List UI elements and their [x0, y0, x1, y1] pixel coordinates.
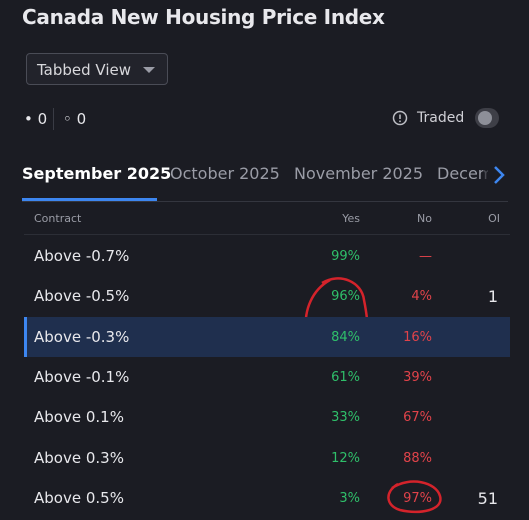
counter: ◦ 0 [63, 110, 87, 128]
traded-label: Traded [417, 110, 465, 126]
yes-price: 3% [339, 490, 360, 506]
contract-name: Above -0.5% [34, 287, 130, 306]
dropdown-caret [143, 67, 155, 73]
month-tab[interactable]: September 2025 [22, 164, 172, 183]
yes-price: 61% [331, 369, 360, 385]
no-price: 67% [403, 410, 432, 426]
divider [53, 108, 54, 130]
open-interest: 1 [487, 287, 498, 307]
no-price: 97% [403, 490, 432, 506]
column-header: No [417, 212, 432, 225]
view-dropdown[interactable]: Tabbed View [26, 53, 168, 85]
column-header: OI [488, 212, 500, 225]
contract-name: Above 0.3% [34, 448, 124, 467]
yes-price: 96% [331, 289, 360, 305]
no-price: 88% [403, 450, 432, 466]
table-row[interactable]: Above -0.3% 84% 16% [24, 316, 510, 357]
contract-name: Above 0.5% [34, 488, 124, 507]
header-divider [24, 234, 510, 235]
arrow-icon [494, 166, 505, 184]
no-price: 16% [403, 329, 432, 345]
table-row[interactable]: Above -0.5% 96% 4% 1 [24, 276, 510, 316]
no-price: — [419, 249, 432, 264]
contract-name: Above -0.3% [34, 327, 130, 346]
tab-divider [22, 201, 508, 202]
table-row[interactable]: Above -0.7% 99% — [24, 236, 510, 276]
no-price: 39% [403, 369, 432, 385]
contract-name: Above -0.7% [34, 247, 130, 265]
traded-toggle[interactable] [475, 108, 499, 128]
month-tab[interactable]: December 2025 [437, 164, 488, 183]
tab-bar: September 2025 October 2025 November 2025 D… [0, 160, 488, 204]
page-title: Canada New Housing Price Index [22, 5, 385, 29]
dropdown-label: Tabbed View [37, 61, 132, 79]
yes-price: 33% [331, 410, 360, 426]
yes-price: 84% [331, 329, 360, 345]
no-price: 4% [411, 289, 432, 305]
column-header: Contract [34, 212, 82, 225]
counter-value: 0 [76, 110, 87, 128]
contract-name: Above 0.1% [34, 408, 124, 427]
table-row[interactable]: Above 0.5% 3% 97% 51 [24, 478, 510, 518]
contract-name: Above -0.1% [34, 367, 130, 386]
table-row[interactable]: Above -0.1% 61% 39% [24, 357, 510, 397]
yes-price: 99% [331, 249, 360, 264]
active-tab-underline [22, 198, 157, 201]
counter: • 0 [24, 110, 48, 128]
yes-price: 12% [331, 450, 360, 466]
month-tab[interactable]: October 2025 [170, 164, 280, 183]
info-icon[interactable] [392, 110, 408, 126]
month-tab[interactable]: November 2025 [294, 164, 424, 183]
next-tab-button[interactable] [483, 160, 513, 190]
counter-value: 0 [37, 110, 48, 128]
open-interest: 51 [477, 488, 498, 508]
table-row[interactable]: Above 0.1% 33% 67% [24, 397, 510, 437]
column-header: Yes [342, 212, 360, 225]
table-row[interactable]: Above 0.3% 12% 88% [24, 438, 510, 478]
